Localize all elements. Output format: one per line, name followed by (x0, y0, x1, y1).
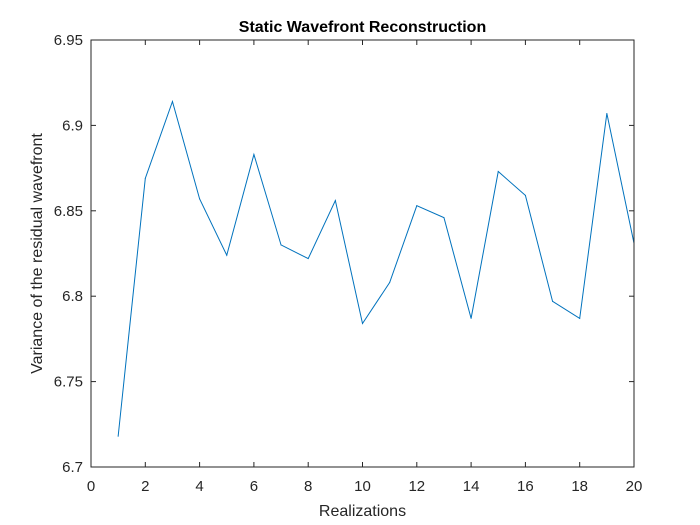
data-point (199, 198, 201, 200)
x-tick-label: 16 (517, 478, 534, 495)
data-point (579, 317, 581, 319)
data-point (253, 153, 255, 155)
data-point (362, 323, 363, 325)
x-tick-label: 0 (87, 478, 95, 495)
data-point (416, 205, 418, 207)
chart-title: Static Wavefront Reconstruction (239, 19, 486, 36)
data-point (307, 258, 309, 260)
data-point (280, 244, 282, 246)
data-point (552, 300, 554, 302)
data-point (389, 282, 391, 284)
series-line (117, 99, 635, 437)
x-tick-label: 14 (463, 478, 480, 495)
y-tick-label: 6.95 (54, 32, 83, 49)
x-tick-label: 18 (571, 478, 588, 495)
data-point (606, 112, 608, 114)
data-point (334, 200, 336, 202)
x-tick-label: 2 (141, 478, 149, 495)
data-point (226, 254, 228, 256)
y-axis-label: Variance of the residual wavefront (29, 133, 46, 374)
x-tick-label: 6 (250, 478, 258, 495)
x-tick-label: 12 (408, 478, 425, 495)
data-point (144, 177, 146, 179)
x-tick-label: 8 (304, 478, 312, 495)
plot-frame (90, 39, 635, 468)
plot-area (91, 40, 634, 467)
data-point (524, 194, 526, 196)
y-tick-label: 6.9 (62, 117, 83, 134)
y-tick-label: 6.75 (54, 374, 83, 391)
data-point (117, 435, 119, 437)
data-point (443, 217, 445, 219)
x-tick-label: 4 (195, 478, 203, 495)
data-point (470, 317, 472, 319)
x-axis-label: Realizations (319, 503, 406, 520)
data-point (497, 171, 499, 173)
data-points (117, 100, 635, 437)
x-tick-label: 20 (626, 478, 643, 495)
data-point (171, 100, 173, 102)
x-tick-label: 10 (354, 478, 371, 495)
y-tick-label: 6.8 (62, 288, 83, 305)
y-tick-label: 6.85 (54, 203, 83, 220)
tick-labels: 0 2 4 6 8 10 12 14 16 18 20 6.7 6.75 6.8 6.85 6.9 6.95 (54, 32, 643, 495)
y-tick-label: 6.7 (62, 459, 83, 476)
